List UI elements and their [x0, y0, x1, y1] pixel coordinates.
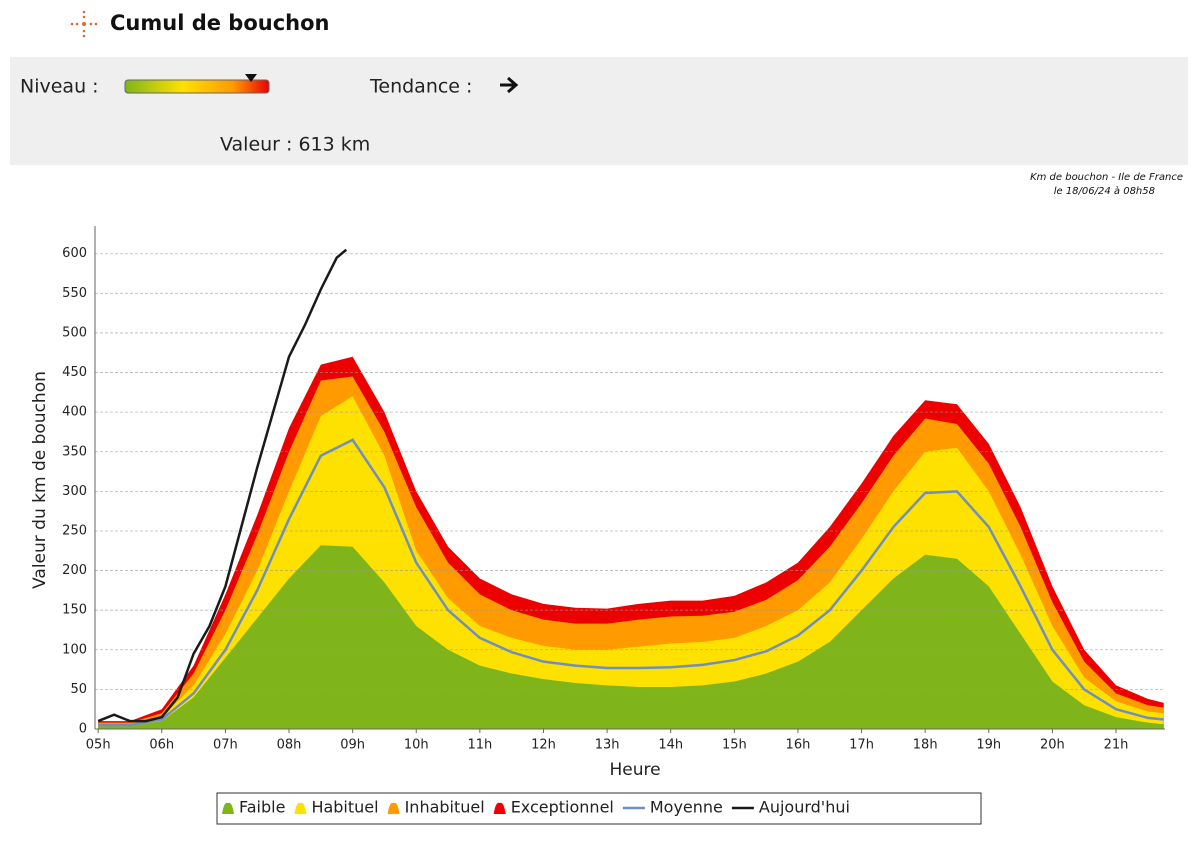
title-icon — [70, 10, 98, 38]
y-tick-label: 200 — [62, 563, 87, 578]
y-tick-label: 500 — [62, 325, 87, 340]
line — [98, 438, 1164, 727]
legend-swatch — [493, 802, 506, 814]
y-axis-label: Valeur du km de bouchon — [30, 371, 50, 589]
x-tick-label: 06h — [149, 738, 174, 753]
legend-label: Moyenne — [650, 798, 723, 817]
y-tick-label: 0 — [79, 722, 87, 737]
y-tick-label: 550 — [62, 286, 87, 301]
level-gauge — [124, 74, 270, 94]
trend-arrow — [500, 76, 519, 94]
x-tick-label: 21h — [1104, 738, 1129, 753]
x-tick-label: 07h — [213, 738, 238, 753]
legend-label: Faible — [239, 798, 285, 817]
x-tick-label: 18h — [913, 738, 938, 753]
x-tick-label: 11h — [467, 738, 492, 753]
y-tick-label: 350 — [62, 444, 87, 459]
plot: 0 50 100 150 200 250 300 350 400 450 500 550 600 05h 0… — [62, 226, 1165, 753]
legend-swatch — [222, 802, 234, 814]
y-tick-label: 400 — [62, 405, 87, 420]
x-tick-label: 13h — [595, 738, 620, 753]
y-tick-label: 100 — [62, 642, 87, 657]
level-label: Niveau : — [20, 76, 99, 98]
x-tick-label: 05h — [86, 738, 111, 753]
x-tick-label: 12h — [531, 738, 556, 753]
y-tick-label: 300 — [62, 484, 87, 499]
legend — [216, 792, 982, 825]
legend-label: Habituel — [311, 798, 378, 817]
y-tick-label: 50 — [70, 682, 87, 697]
trend-label: Tendance : — [369, 76, 472, 98]
x-tick-label: 14h — [658, 738, 683, 753]
info-panel — [10, 57, 1188, 165]
x-tick-label: 17h — [849, 738, 874, 753]
x-tick-label: 15h — [722, 738, 747, 753]
x-tick-label: 16h — [786, 738, 811, 753]
legend-label: Exceptionnel — [511, 798, 614, 817]
y-tick-label: 600 — [62, 246, 87, 261]
y-tick-label: 150 — [62, 603, 87, 618]
note-line: Km de bouchon - Ile de France — [1030, 172, 1183, 183]
line — [97, 248, 348, 723]
note-line: le 18/06/24 à 08h58 — [1054, 185, 1155, 197]
x-axis-label: Heure — [609, 760, 660, 780]
x-tick-label: 10h — [404, 738, 429, 753]
legend-swatch — [387, 802, 400, 814]
x-tick-label: 20h — [1040, 738, 1065, 753]
y-tick-label: 250 — [62, 523, 87, 538]
value-text: Valeur : 613 km — [220, 134, 370, 156]
y-tick-label: 450 — [62, 365, 87, 380]
legend-label: Inhabituel — [405, 798, 485, 817]
area — [98, 545, 1164, 729]
legend-items: Faible Habituel Inhabituel Exceptionnel Moye… — [222, 798, 850, 817]
x-tick-label: 19h — [976, 738, 1001, 753]
x-tick-label: 08h — [277, 738, 302, 753]
legend-swatch — [294, 802, 307, 814]
x-tick-label: 09h — [340, 738, 365, 753]
page-title: Cumul de bouchon — [110, 11, 329, 35]
legend-label: Aujourd'hui — [759, 798, 850, 817]
